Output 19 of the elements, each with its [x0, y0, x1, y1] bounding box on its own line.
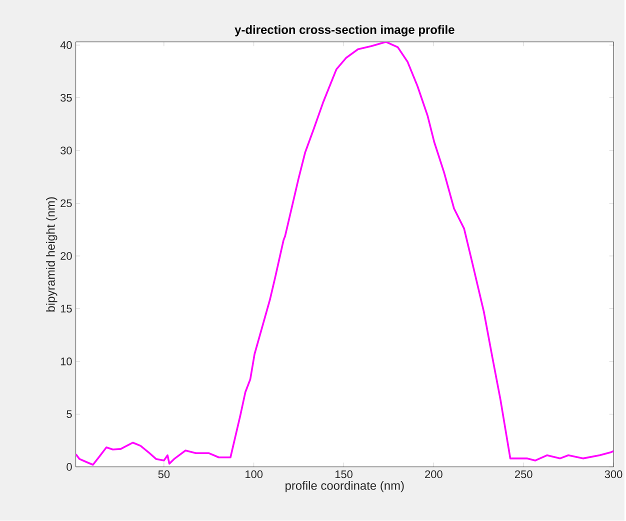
y-tick-label: 10: [60, 358, 72, 366]
x-axis-title: profile coordinate (nm): [286, 481, 404, 492]
y-tick-label: 5: [66, 410, 72, 418]
y-tick-label: 20: [60, 252, 72, 260]
x-tick-label: 300: [604, 470, 622, 478]
y-tick-label: 25: [60, 199, 72, 208]
x-tick-label: 150: [335, 470, 352, 478]
line-series: [76, 42, 614, 466]
chart-title: y-direction cross-section image profile: [234, 25, 454, 36]
x-tick-label: 50: [158, 470, 170, 478]
x-tick-label: 100: [246, 470, 263, 478]
y-tick-label: 30: [60, 146, 72, 155]
x-tick-label: 250: [515, 470, 532, 478]
y-axis-title: bipyramid height (nm): [46, 197, 58, 312]
y-tick-label: 15: [60, 304, 72, 313]
x-tick-label: 200: [425, 470, 442, 478]
y-tick-label: 35: [60, 94, 72, 102]
y-tick-label: 0: [66, 463, 72, 471]
y-tick-label: 40: [60, 41, 72, 50]
